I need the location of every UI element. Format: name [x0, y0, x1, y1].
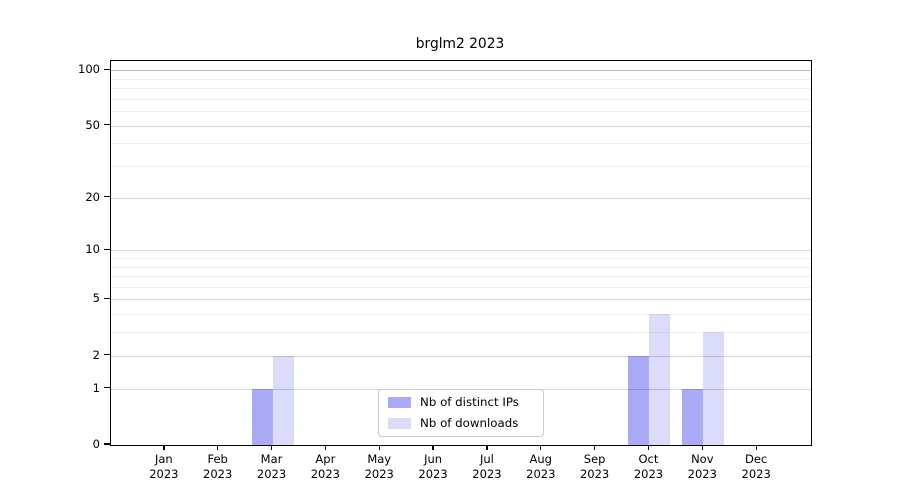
x-tick-label: Mar 2023 — [256, 452, 287, 481]
gridline-minor — [111, 258, 811, 259]
x-tick — [432, 445, 434, 450]
x-tick-label: Oct 2023 — [633, 452, 664, 481]
gridline-minor — [111, 111, 811, 113]
x-tick — [486, 445, 488, 450]
bar-oct-s0 — [628, 355, 650, 445]
gridline-major — [111, 250, 811, 252]
plot-area — [110, 60, 812, 446]
y-tick-label: 2 — [92, 347, 100, 362]
gridline-minor — [111, 266, 811, 268]
y-tick — [103, 248, 110, 250]
y-tick-label: 100 — [78, 62, 100, 77]
legend: Nb of distinct IPs Nb of downloads — [378, 389, 544, 437]
x-tick — [647, 445, 650, 450]
gridline-minor — [111, 332, 811, 334]
legend-row-distinct-ips: Nb of distinct IPs — [388, 396, 534, 409]
x-tick-label: Apr 2023 — [310, 452, 341, 481]
bar-nov-s0 — [682, 388, 704, 445]
legend-swatch-distinct-ips-icon — [388, 397, 411, 408]
gridline-major — [111, 70, 811, 72]
x-tick — [378, 445, 380, 450]
gridline-minor — [111, 78, 811, 80]
gridline-minor — [111, 143, 811, 145]
y-tick — [103, 196, 110, 198]
y-tick — [103, 354, 110, 356]
y-tick-label: 20 — [85, 189, 100, 204]
x-tick — [163, 445, 165, 450]
bar-nov-s1 — [703, 332, 725, 445]
x-tick-label: Jul 2023 — [472, 452, 502, 481]
y-tick — [103, 443, 110, 445]
x-tick — [540, 445, 542, 450]
y-tick-label: 5 — [92, 291, 100, 306]
gridline-minor — [111, 166, 811, 168]
x-tick — [594, 445, 596, 450]
legend-label-downloads: Nb of downloads — [420, 416, 519, 430]
gridline-minor — [111, 314, 811, 316]
gridline-major — [111, 125, 811, 127]
legend-row-downloads: Nb of downloads — [388, 417, 534, 430]
x-tick — [701, 445, 703, 450]
x-tick — [270, 445, 273, 450]
x-tick — [217, 445, 219, 450]
y-tick-label: 50 — [85, 117, 100, 132]
x-tick-label: Nov 2023 — [687, 452, 717, 481]
x-tick-label: Jan 2023 — [149, 452, 179, 481]
bar-oct-s1 — [649, 314, 671, 445]
y-tick-label: 0 — [92, 437, 100, 451]
y-tick — [103, 297, 110, 300]
x-tick-label: Feb 2023 — [203, 452, 233, 481]
bar-mar-s0 — [251, 388, 273, 445]
x-tick-label: Aug 2023 — [526, 452, 556, 481]
legend-label-distinct-ips: Nb of distinct IPs — [420, 395, 519, 409]
legend-swatch-downloads-icon — [388, 418, 411, 429]
x-tick — [324, 445, 327, 450]
gridline-minor — [111, 88, 811, 90]
chart-title: brglm2 2023 — [415, 36, 505, 52]
gridline-minor — [111, 276, 811, 278]
bar-mar-s1 — [272, 355, 294, 445]
gridline-major — [111, 355, 811, 357]
gridline-minor — [111, 98, 811, 100]
gridline-major — [111, 299, 811, 301]
x-tick-label: May 2023 — [364, 452, 394, 481]
y-tick — [103, 387, 110, 389]
gridline-major — [111, 197, 811, 199]
gridline-minor — [111, 286, 811, 288]
x-tick — [755, 445, 757, 450]
y-tick-label: 10 — [85, 242, 100, 257]
y-tick-label: 1 — [92, 380, 100, 395]
y-tick — [103, 68, 110, 70]
x-tick-label: Jun 2023 — [418, 452, 448, 481]
x-tick-label: Sep 2023 — [579, 452, 610, 481]
x-tick-label: Dec 2023 — [741, 452, 771, 481]
y-tick — [103, 124, 110, 126]
